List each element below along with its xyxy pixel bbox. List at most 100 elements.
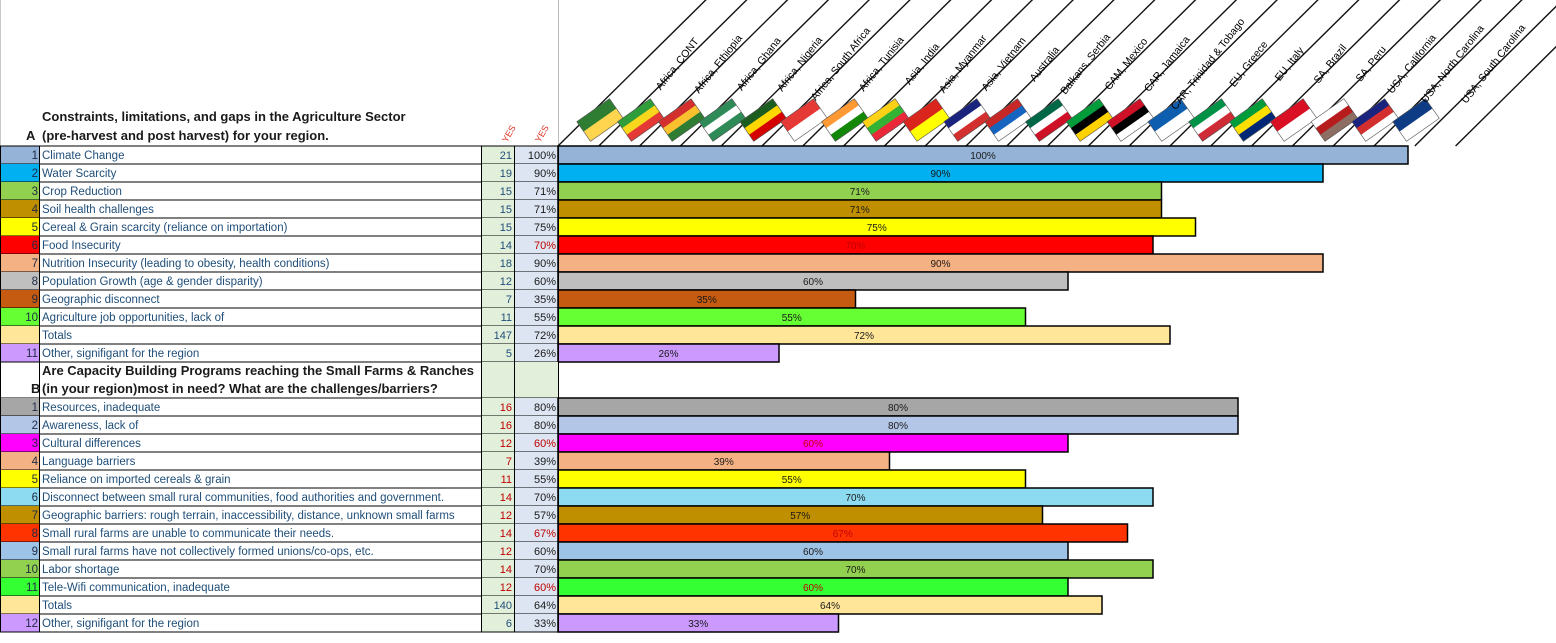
region-flag-icon — [617, 98, 665, 142]
row-number: 7 — [32, 510, 38, 522]
yes-count-cell — [481, 398, 514, 416]
row-label: Crop Reduction — [42, 186, 122, 198]
row-number: 1 — [32, 150, 38, 162]
flag-stripe — [1351, 98, 1390, 129]
yes-percent-header: YES — [533, 123, 551, 144]
bar-data-label: 90% — [930, 259, 950, 270]
flag-outline — [1269, 98, 1318, 142]
yes-percent-cell — [514, 488, 558, 506]
row-number-cell — [1, 506, 40, 524]
yes-count-cell — [481, 614, 514, 632]
row-label: Geographic barriers: rough terrain, inac… — [42, 510, 455, 522]
table-row: 9 Small rural farms have not collectively… — [0, 541, 1069, 561]
bar-data-label: 90% — [930, 169, 950, 180]
table-row: 11 Other, signifigant for the region 5 26% 2… — [0, 343, 780, 363]
flag-stripe — [1361, 111, 1399, 142]
yes-percent-value: 70% — [534, 240, 556, 252]
yes-count-header: YES — [500, 123, 518, 144]
yes-count-value: 15 — [500, 222, 512, 234]
flag-stripe — [1107, 98, 1145, 129]
yes-count-value: 7 — [506, 456, 512, 468]
bar-data-label: 75% — [867, 223, 887, 234]
row-number-cell — [1, 434, 40, 452]
row-label: Language barriers — [42, 456, 136, 468]
section-a-title-line1: Constraints, limitations, and gaps in th… — [42, 109, 406, 124]
flag-stripe — [699, 98, 737, 129]
flag-outline — [984, 98, 1032, 142]
table-row: 8 Small rural farms are unable to communi… — [0, 523, 1129, 543]
yes-percent-cell — [514, 344, 558, 362]
region-flag-icon — [1188, 98, 1236, 142]
region-flag-icon — [1351, 98, 1399, 142]
table-row: 3 Crop Reduction 15 71% 71% — [0, 181, 1163, 201]
section-b-title-line2: (in your region)most in need? What are t… — [42, 381, 438, 396]
bar-data-label: 64% — [820, 601, 840, 612]
flag-stripe — [1315, 105, 1354, 135]
table-row: 2 Awareness, lack of 16 80% 80% — [0, 415, 1239, 435]
region-flag-icon — [739, 98, 787, 142]
yes-percent-cell — [514, 542, 558, 560]
region-flag-icon — [821, 98, 869, 142]
section-a-letter: A — [26, 128, 36, 143]
bar-data-label: 80% — [888, 421, 908, 432]
flag-stripe — [826, 105, 864, 135]
flag-stripe — [583, 108, 624, 142]
yes-percent-value: 71% — [534, 204, 556, 216]
yes-count-value: 15 — [500, 204, 512, 216]
yes-percent-cell — [514, 218, 558, 236]
yes-count-value: 15 — [500, 186, 512, 198]
yes-percent-value: 57% — [534, 510, 556, 522]
table-row: 6 Food Insecurity 14 70% 70% — [0, 235, 1154, 255]
yes-count-value: 16 — [500, 420, 512, 432]
region-flag-icon — [698, 98, 747, 142]
region-header-divider — [1414, 5, 1556, 147]
yes-count-value: 7 — [506, 294, 512, 306]
flag-stripe — [1234, 105, 1272, 135]
region-flag-icon — [861, 98, 910, 142]
row-label: Geographic disconnect — [42, 294, 160, 306]
bar-data-label: 70% — [845, 493, 865, 504]
bar-data-label: 35% — [697, 295, 717, 306]
region-flag-icon — [984, 98, 1032, 142]
row-number-cell — [1, 182, 40, 200]
table-row: 4 Soil health challenges 15 71% 71% — [0, 199, 1163, 219]
yes-percent-value: 72% — [534, 330, 556, 342]
flag-stripe — [703, 105, 742, 135]
yes-count-value: 14 — [500, 492, 512, 504]
flag-outline — [1065, 98, 1114, 142]
flag-stripe — [903, 98, 943, 132]
region-flag-icon — [1106, 98, 1155, 142]
yes-count-cell — [481, 434, 514, 452]
bar-data-label: 100% — [970, 151, 996, 162]
table-row: 2 Water Scarcity 19 90% 90% — [0, 163, 1324, 183]
row-label: Soil health challenges — [42, 204, 154, 216]
flag-stripe — [871, 111, 910, 142]
row-label: Reliance on imported cereals & grain — [42, 474, 231, 486]
yes-count-cell — [481, 254, 514, 272]
flag-stripe — [1311, 98, 1349, 129]
flag-stripe — [749, 111, 787, 142]
bar-data-label: 80% — [888, 403, 908, 414]
flag-outline — [1188, 98, 1236, 142]
yes-count-cell — [481, 596, 514, 614]
flag-stripe — [1197, 111, 1236, 142]
row-label: Nutrition Insecurity (leading to obesity… — [42, 258, 330, 270]
region-flag-icon — [576, 98, 624, 142]
region-flag-icon — [1310, 98, 1359, 142]
flag-stripe — [1229, 98, 1268, 129]
yes-count-value: 14 — [500, 240, 512, 252]
yes-percent-cell — [514, 452, 558, 470]
yes-count-value: 147 — [494, 330, 512, 342]
yes-percent-value: 90% — [534, 168, 556, 180]
table-row: 4 Language barriers 7 39% 39% — [0, 451, 891, 471]
flag-stripe — [622, 105, 660, 135]
row-label: Climate Change — [42, 150, 124, 162]
yes-count-value: 21 — [500, 150, 512, 162]
row-number: 1 — [32, 402, 38, 414]
yes-count-value: 16 — [500, 402, 512, 414]
yes-percent-value: 90% — [534, 258, 556, 270]
flag-outline — [943, 98, 991, 142]
yes-percent-cell — [514, 596, 558, 614]
bar-data-label: 60% — [803, 583, 823, 594]
flag-stripe — [993, 111, 1032, 142]
